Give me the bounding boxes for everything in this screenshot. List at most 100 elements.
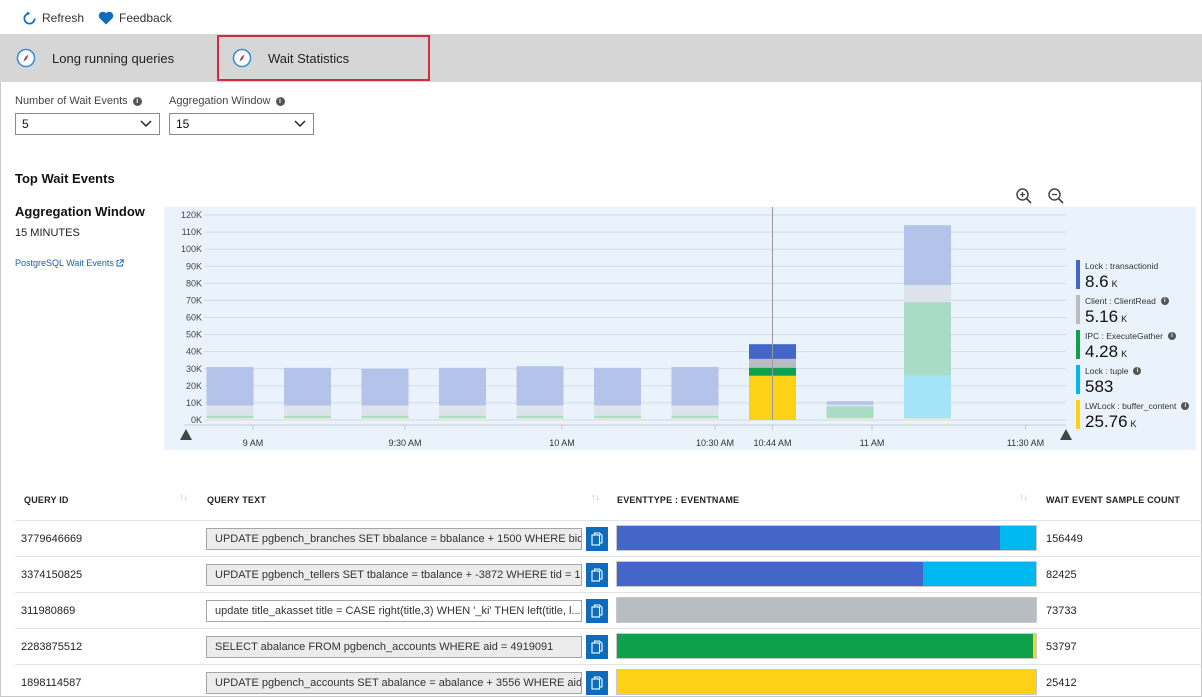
- copy-button[interactable]: [586, 527, 608, 551]
- section-title: Top Wait Events: [15, 171, 115, 186]
- chart-bar-segment: [284, 415, 331, 418]
- query-text-field[interactable]: UPDATE pgbench_branches SET bbalance = b…: [206, 528, 582, 550]
- legend-item-lock-transactionid[interactable]: Lock : transactionid 8.6 K: [1076, 258, 1196, 291]
- table-row[interactable]: 311980869 update title_akasset title = C…: [15, 592, 1202, 628]
- range-handle-left: [180, 429, 192, 440]
- query-id: 3374150825: [21, 569, 83, 581]
- feedback-button[interactable]: Feedback: [98, 8, 172, 28]
- sort-icon[interactable]: ↑↓: [1019, 492, 1028, 502]
- column-header-query-text[interactable]: QUERY TEXT: [207, 495, 267, 505]
- wait-events-chart: 0K 10K 20K 30K 40K 50K 60K 70K 80K 90K 100K 110K 120…: [164, 207, 1196, 450]
- query-text-field[interactable]: UPDATE pgbench_tellers SET tbalance = tb…: [206, 564, 582, 586]
- copy-button[interactable]: [586, 671, 608, 695]
- legend-unit: K: [1130, 419, 1137, 429]
- info-icon[interactable]: i: [1167, 332, 1176, 340]
- chart-bar-segment: [826, 401, 874, 405]
- aggregation-window-label: Aggregation Window i: [169, 95, 285, 107]
- copy-icon: [591, 532, 603, 546]
- query-text-field[interactable]: SELECT abalance FROM pgbench_accounts WH…: [206, 636, 582, 658]
- column-header-event[interactable]: EVENTTYPE : EVENTNAME: [617, 495, 740, 505]
- chart-bar-segment: [671, 405, 719, 416]
- tab-wait-statistics[interactable]: Wait Statistics: [217, 35, 430, 81]
- x-tick-label: 10:30 AM: [696, 438, 734, 448]
- zoom-in-button[interactable]: [1015, 187, 1033, 205]
- aggregation-window-title: Aggregation Window: [15, 204, 145, 219]
- event-bar-segment: [617, 562, 923, 586]
- event-bar: [616, 669, 1037, 695]
- copy-icon: [591, 676, 603, 690]
- wait-events-select[interactable]: 5: [15, 113, 160, 135]
- table-row[interactable]: 2283875512 SELECT abalance FROM pgbench_…: [15, 628, 1202, 664]
- event-bar-segment: [617, 598, 1036, 622]
- table-row[interactable]: 3779646669 UPDATE pgbench_branches SET b…: [15, 520, 1202, 556]
- query-text-field[interactable]: UPDATE pgbench_accounts SET abalance = a…: [206, 672, 582, 694]
- y-tick-label: 120K: [181, 210, 202, 220]
- y-tick-label: 0K: [191, 415, 202, 425]
- query-id: 311980869: [21, 605, 76, 617]
- event-bar-segment: [1033, 634, 1036, 658]
- legend-value-number: 25.76: [1085, 412, 1128, 431]
- chart-bar-segment: [594, 417, 641, 419]
- chart-bar-segment: [206, 367, 254, 406]
- legend-item-lwlock-buffer-content[interactable]: LWLock : buffer_content i 25.76 K: [1076, 398, 1196, 431]
- chart-bar-segment: [826, 418, 874, 420]
- wait-events-label: Number of Wait Events i: [15, 95, 142, 107]
- query-id: 2283875512: [21, 641, 83, 653]
- query-text-field[interactable]: update title_akasset title = CASE right(…: [206, 600, 582, 622]
- legend-value: 583: [1085, 377, 1116, 397]
- legend-value-number: 8.6: [1085, 272, 1109, 291]
- x-tick-label: 10 AM: [549, 438, 575, 448]
- info-icon[interactable]: i: [1160, 297, 1169, 305]
- chart-bar-segment: [904, 285, 951, 303]
- event-bar-segment: [922, 562, 1036, 586]
- legend-value: 5.16 K: [1085, 307, 1127, 327]
- legend-swatch: [1076, 260, 1080, 289]
- zoom-out-icon: [1048, 188, 1064, 204]
- copy-button[interactable]: [586, 635, 608, 659]
- zoom-out-button[interactable]: [1047, 187, 1065, 205]
- copy-icon: [591, 604, 603, 618]
- sort-icon[interactable]: ↑↓: [591, 492, 600, 502]
- aggregation-window-select[interactable]: 15: [169, 113, 314, 135]
- postgresql-wait-events-link[interactable]: PostgreSQL Wait Events: [15, 258, 124, 268]
- tab-label: Wait Statistics: [268, 50, 350, 66]
- chart-bar-segment: [284, 418, 331, 420]
- event-bar-segment: [999, 526, 1036, 550]
- legend-name: LWLock : buffer_content i: [1085, 401, 1190, 411]
- chart-bar-segment: [904, 302, 951, 376]
- legend-name-text: LWLock : buffer_content: [1085, 401, 1177, 411]
- legend-item-ipc-executegather[interactable]: IPC : ExecuteGather i 4.28 K: [1076, 328, 1196, 361]
- legend-item-client-clientread[interactable]: Client : ClientRead i 5.16 K: [1076, 293, 1196, 327]
- legend-value-number: 4.28: [1085, 342, 1119, 361]
- info-icon[interactable]: i: [1133, 367, 1142, 375]
- table-row[interactable]: 3374150825 UPDATE pgbench_tellers SET tb…: [15, 556, 1202, 592]
- chart-bar-segment: [206, 418, 254, 420]
- copy-button[interactable]: [586, 563, 608, 587]
- copy-icon: [591, 640, 603, 654]
- event-bar: [616, 561, 1037, 587]
- info-icon[interactable]: i: [132, 96, 142, 106]
- sample-count: 156449: [1046, 533, 1083, 545]
- y-tick-label: 10K: [186, 398, 202, 408]
- chart-bar-segment: [904, 418, 951, 420]
- table-row[interactable]: 1898114587 UPDATE pgbench_accounts SET a…: [15, 664, 1202, 697]
- legend-swatch: [1076, 400, 1080, 429]
- refresh-button[interactable]: Refresh: [22, 8, 84, 28]
- copy-button[interactable]: [586, 599, 608, 623]
- chart-bar-segment: [516, 366, 564, 406]
- y-tick-label: 90K: [186, 261, 202, 271]
- feedback-label: Feedback: [119, 11, 172, 25]
- legend-name: Lock : tuple i: [1085, 366, 1142, 376]
- chart-bar-segment: [594, 418, 641, 420]
- event-bar-segment: [617, 670, 1036, 694]
- chart-bar-segment: [516, 418, 564, 420]
- column-header-count[interactable]: WAIT EVENT SAMPLE COUNT: [1046, 495, 1181, 505]
- chart-bar-segment: [361, 415, 409, 418]
- tab-long-running-queries[interactable]: Long running queries: [16, 34, 174, 82]
- info-icon[interactable]: i: [275, 96, 285, 106]
- y-tick-label: 70K: [186, 295, 202, 305]
- legend-item-lock-tuple[interactable]: Lock : tuple i 583: [1076, 363, 1196, 397]
- sort-icon[interactable]: ↑↓: [179, 492, 188, 502]
- column-header-query-id[interactable]: QUERY ID: [24, 495, 69, 505]
- info-icon[interactable]: i: [1181, 402, 1190, 410]
